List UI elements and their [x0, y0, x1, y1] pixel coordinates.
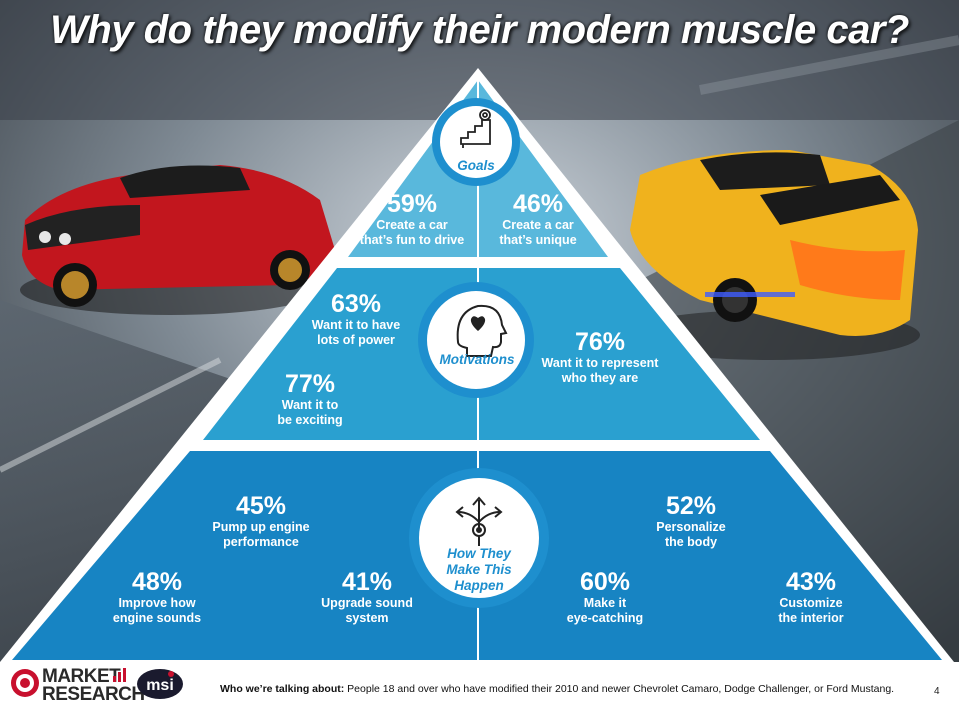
- how-system-percent: 41%: [341, 568, 393, 596]
- footer-who-description: People 18 and over who have modified the…: [344, 683, 895, 695]
- how-eye-line1: Make it: [583, 596, 627, 610]
- motivation-power-percent: 63%: [330, 290, 382, 318]
- motivation-item-exciting: 77% Want it to be exciting: [250, 370, 370, 428]
- goal-item-unique: 46% Create a car that’s unique: [480, 190, 596, 248]
- how-label-line1: How They: [447, 546, 511, 561]
- motivation-represent-percent: 76%: [574, 328, 626, 356]
- how-eye-percent: 60%: [579, 568, 631, 596]
- goal-unique-line2: that’s unique: [499, 233, 577, 247]
- how-body-percent: 52%: [665, 492, 717, 520]
- goal-fun-line2: that’s fun to drive: [359, 233, 465, 247]
- how-item-engine-performance: 45% Pump up engine performance: [196, 492, 326, 550]
- motivation-exciting-percent: 77%: [284, 370, 336, 398]
- how-body-line1: Personalize: [656, 520, 726, 534]
- how-interior-line1: Customize: [779, 596, 843, 610]
- how-label-line3: Happen: [454, 578, 504, 593]
- footer-who-text: Who we’re talking about: People 18 and o…: [220, 683, 894, 695]
- stairs-goal-icon: [460, 109, 491, 148]
- how-item-sound-system: 41% Upgrade sound system: [304, 568, 430, 626]
- how-engine-line1: Pump up engine: [212, 520, 310, 534]
- how-item-personalize-body: 52% Personalize the body: [626, 492, 756, 550]
- how-engine-percent: 45%: [235, 492, 287, 520]
- motivation-item-power: 63% Want it to have lots of power: [296, 290, 416, 348]
- branching-arrows-gear-icon: [455, 496, 503, 546]
- how-item-eye-catching: 60% Make it eye-catching: [542, 568, 668, 626]
- motivation-exciting-line2: be exciting: [277, 413, 343, 427]
- yellow-car-image: [620, 150, 920, 360]
- how-label: How They Make This Happen: [434, 546, 524, 594]
- how-system-line1: Upgrade sound: [321, 596, 413, 610]
- how-sounds-line1: Improve how: [118, 596, 196, 610]
- how-body-line2: the body: [664, 535, 718, 549]
- market-research-seal-icon: [11, 669, 39, 697]
- goals-label: Goals: [457, 158, 495, 173]
- motivation-exciting-line1: Want it to: [281, 398, 339, 412]
- motivation-power-line1: Want it to have: [311, 318, 401, 332]
- motivation-represent-line1: Want it to represent: [541, 356, 659, 370]
- logo-text-market: MARKET: [42, 666, 121, 687]
- how-interior-line2: the interior: [778, 611, 844, 625]
- how-item-engine-sounds: 48% Improve how engine sounds: [92, 568, 222, 626]
- page-title: Why do they modify their modern muscle c…: [50, 8, 909, 52]
- how-sounds-line2: engine sounds: [112, 611, 202, 625]
- goals-circle: [432, 98, 520, 186]
- logo-text-research: RESEARCH: [42, 684, 145, 705]
- goal-fun-line1: Create a car: [376, 218, 448, 232]
- how-item-customize-interior: 43% Customize the interior: [748, 568, 874, 626]
- bar-chart-logo-icon: [113, 668, 126, 682]
- motivation-item-represent: 76% Want it to represent who they are: [530, 328, 670, 386]
- goal-item-fun: 59% Create a car that’s fun to drive: [352, 190, 472, 248]
- how-sounds-percent: 48%: [131, 568, 183, 596]
- red-car-image: [20, 165, 335, 315]
- how-interior-percent: 43%: [785, 568, 837, 596]
- how-system-line2: system: [345, 611, 389, 625]
- how-label-line2: Make This: [446, 562, 512, 577]
- goal-fun-percent: 59%: [386, 190, 438, 218]
- motivation-power-line2: lots of power: [317, 333, 395, 347]
- how-eye-line2: eye-catching: [566, 611, 644, 625]
- msi-logo-text: msi: [146, 677, 174, 694]
- motivations-circle: [418, 282, 534, 398]
- footer-who-label: Who we’re talking about:: [220, 683, 345, 695]
- goal-unique-percent: 46%: [512, 190, 564, 218]
- head-heart-icon: [456, 304, 508, 357]
- motivation-represent-line2: who they are: [561, 371, 639, 385]
- motivations-label: Motivations: [439, 352, 515, 367]
- page-number: 4: [934, 686, 940, 697]
- goal-unique-line1: Create a car: [502, 218, 574, 232]
- how-engine-line2: performance: [223, 535, 299, 549]
- msi-logo: msi: [137, 669, 183, 699]
